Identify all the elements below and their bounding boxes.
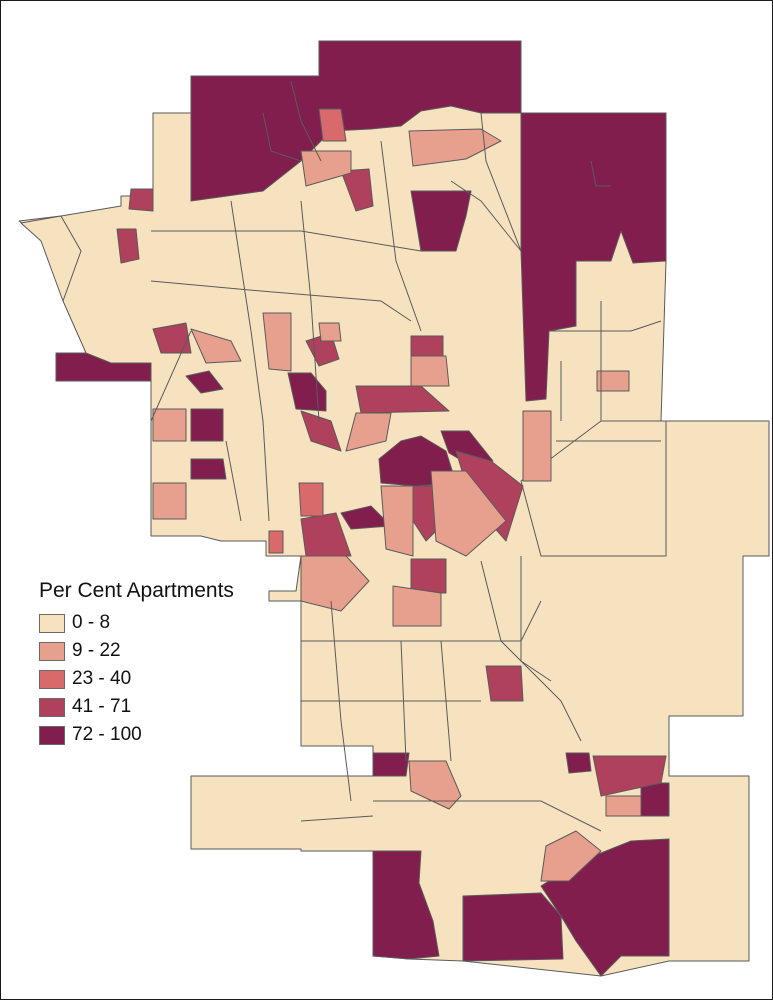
- boundary-line: [480, 560, 582, 742]
- district-41-b: [128, 188, 154, 212]
- legend-title: Per Cent Apartments: [39, 579, 234, 602]
- legend-swatch: [39, 669, 65, 689]
- district-41-m: [592, 755, 667, 797]
- class-23-40-districts: [268, 108, 347, 554]
- boundary-line: [151, 230, 422, 252]
- district-41-c: [340, 168, 374, 212]
- legend-label: 0 - 8: [72, 612, 111, 633]
- district-9-e: [318, 322, 342, 342]
- district-9-n: [408, 760, 462, 810]
- district-north-b: [410, 190, 472, 252]
- boundary-line: [330, 600, 352, 802]
- district-9-b: [300, 150, 352, 187]
- district-9-r: [380, 485, 414, 557]
- district-boundaries: [150, 80, 662, 832]
- boundary-line: [290, 80, 322, 162]
- legend-item: 23 - 40: [39, 665, 234, 693]
- boundary-line: [590, 160, 611, 187]
- boundary-line: [262, 112, 302, 162]
- district-23-a: [318, 108, 347, 142]
- legend-label: 9 - 22: [72, 640, 121, 661]
- district-23-c: [298, 482, 324, 517]
- district-southeast-a: [640, 782, 670, 817]
- boundary-line: [300, 815, 374, 822]
- district-9-g: [152, 482, 187, 520]
- boundary-line: [373, 800, 602, 832]
- district-9-q: [345, 412, 392, 452]
- district-9-k: [430, 470, 507, 557]
- district-south-mid: [462, 892, 564, 962]
- east-area: [520, 420, 667, 557]
- legend-swatch: [39, 697, 65, 717]
- legend-item: 41 - 71: [39, 693, 234, 721]
- district-41-l: [485, 665, 524, 702]
- district-centre-c: [190, 458, 227, 480]
- district-west-strip: [55, 352, 152, 382]
- legend-item: 72 - 100: [39, 721, 234, 749]
- legend-swatch: [39, 641, 65, 661]
- district-23-b: [268, 530, 284, 554]
- district-core-south-b: [185, 370, 224, 394]
- district-centre-b: [190, 408, 224, 442]
- district-41-f: [410, 335, 444, 357]
- legend-swatch: [39, 725, 65, 745]
- district-9-i: [596, 370, 630, 392]
- legend-item: 9 - 22: [39, 637, 234, 665]
- district-41-k: [300, 512, 352, 557]
- district-41-d: [152, 322, 192, 354]
- boundary-line: [549, 320, 662, 332]
- boundary-line: [520, 556, 552, 682]
- district-north-a: [190, 40, 522, 202]
- district-south-c: [372, 752, 410, 777]
- legend-label: 41 - 71: [72, 696, 132, 717]
- class-9-22-districts: [152, 128, 642, 882]
- boundary-line: [380, 140, 422, 332]
- boundary-line: [230, 200, 270, 522]
- district-9-d: [262, 312, 292, 372]
- district-9-h: [522, 410, 552, 482]
- boundary-line: [400, 640, 407, 762]
- district-41-g: [355, 385, 450, 414]
- legend-label: 72 - 100: [72, 724, 142, 745]
- boundary-line: [225, 440, 242, 522]
- boundary-line: [450, 180, 522, 252]
- district-41-a: [116, 228, 140, 264]
- district-9-c: [190, 328, 242, 364]
- district-9-p: [540, 830, 602, 882]
- district-41-h: [300, 410, 342, 452]
- district-9-a: [408, 128, 502, 167]
- west-area: [20, 215, 82, 302]
- district-southeast-b: [565, 752, 592, 774]
- boundary-line: [300, 200, 320, 422]
- boundary-line: [440, 640, 452, 762]
- district-northeast: [520, 112, 667, 402]
- boundary-line: [480, 112, 522, 252]
- district-south-west: [372, 850, 440, 960]
- district-9-l: [300, 555, 370, 612]
- boundary-line: [150, 280, 412, 322]
- district-9-f: [152, 408, 187, 442]
- district-41-j: [410, 558, 447, 594]
- legend-item: 0 - 8: [39, 609, 234, 637]
- legend-label: 23 - 40: [72, 668, 132, 689]
- legend-swatch: [39, 613, 65, 633]
- district-9-j: [410, 355, 450, 387]
- map-legend: Per Cent Apartments 0 - 8 9 - 22 23 - 40…: [39, 579, 234, 749]
- boundary-line: [150, 330, 192, 422]
- district-9-m: [392, 585, 442, 627]
- district-9-o: [605, 795, 642, 817]
